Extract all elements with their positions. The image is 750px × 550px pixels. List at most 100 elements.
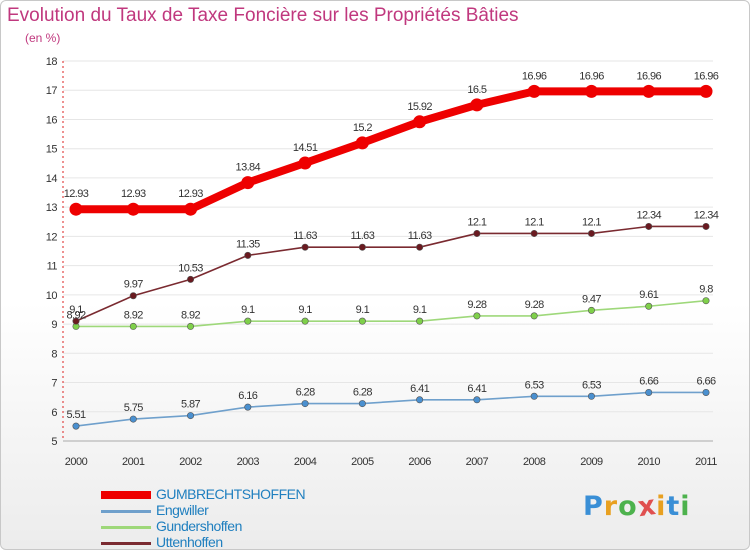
legend-swatch bbox=[101, 491, 151, 499]
data-point bbox=[69, 202, 83, 216]
data-label: 14.51 bbox=[293, 142, 318, 154]
data-label: 6.16 bbox=[238, 390, 257, 402]
data-point bbox=[645, 388, 653, 396]
y-tick-label: 7 bbox=[51, 378, 57, 390]
y-tick-label: 8 bbox=[51, 348, 57, 360]
x-tick-label: 2005 bbox=[351, 456, 374, 468]
y-tick-label: 13 bbox=[46, 202, 58, 214]
logo-letter: r bbox=[603, 491, 619, 522]
data-point bbox=[72, 317, 80, 325]
y-tick-label: 14 bbox=[46, 173, 58, 185]
data-point bbox=[642, 84, 656, 98]
data-point bbox=[530, 312, 538, 320]
x-tick-label: 2011 bbox=[695, 456, 717, 468]
data-label: 9.28 bbox=[525, 299, 544, 311]
data-point bbox=[584, 84, 598, 98]
data-point bbox=[587, 392, 595, 400]
data-label: 16.96 bbox=[636, 70, 661, 82]
data-label: 16.5 bbox=[467, 84, 486, 96]
data-label: 9.8 bbox=[699, 284, 713, 296]
data-point bbox=[129, 322, 137, 330]
data-point bbox=[416, 317, 424, 325]
x-tick-label: 2007 bbox=[466, 456, 489, 468]
y-tick-label: 18 bbox=[46, 56, 58, 68]
data-label: 8.92 bbox=[66, 309, 85, 321]
data-label: 9.97 bbox=[124, 279, 143, 291]
legend-swatch bbox=[101, 510, 151, 513]
series-line bbox=[75, 391, 707, 427]
data-point bbox=[126, 202, 140, 216]
logo-letter: t bbox=[666, 491, 681, 522]
data-label: 16.96 bbox=[579, 70, 604, 82]
data-label: 6.28 bbox=[353, 387, 372, 399]
x-tick-label: 2003 bbox=[237, 456, 260, 468]
logo-letter: P bbox=[583, 491, 604, 522]
data-point bbox=[645, 222, 653, 230]
data-label: 12.34 bbox=[694, 209, 719, 221]
chart-subtitle: (en %) bbox=[25, 31, 61, 45]
data-label: 6.66 bbox=[696, 375, 715, 387]
y-tick-label: 6 bbox=[51, 407, 57, 419]
data-label: 9.47 bbox=[582, 293, 601, 305]
data-label: 12.93 bbox=[178, 188, 203, 200]
y-tick-label: 12 bbox=[46, 231, 58, 243]
data-point bbox=[241, 176, 255, 190]
data-label: 9.1 bbox=[356, 304, 370, 316]
series-line bbox=[75, 225, 707, 322]
data-label: 5.87 bbox=[181, 399, 200, 411]
data-point bbox=[473, 229, 481, 237]
data-point bbox=[699, 84, 713, 98]
data-label: 9.1 bbox=[69, 304, 83, 316]
y-tick-label: 5 bbox=[51, 436, 57, 448]
data-point bbox=[702, 297, 710, 305]
data-label: 12.1 bbox=[525, 216, 544, 228]
data-label: 16.96 bbox=[694, 70, 719, 82]
logo-letter: i bbox=[680, 491, 691, 522]
data-label: 5.75 bbox=[124, 402, 143, 414]
data-label: 6.28 bbox=[296, 387, 315, 399]
chart-title: Evolution du Taux de Taxe Foncière sur l… bbox=[7, 5, 519, 26]
data-label: 12.34 bbox=[636, 209, 661, 221]
legend-label: GUMBRECHTSHOFFEN bbox=[156, 486, 306, 502]
data-label: 12.93 bbox=[121, 188, 146, 200]
data-point bbox=[187, 412, 195, 420]
data-point bbox=[702, 222, 710, 230]
data-point bbox=[358, 400, 366, 408]
legend-label: Gundershoffen bbox=[156, 518, 242, 534]
data-point bbox=[244, 251, 252, 259]
data-label: 8.92 bbox=[181, 309, 200, 321]
data-point bbox=[187, 322, 195, 330]
data-point bbox=[244, 317, 252, 325]
data-point bbox=[473, 312, 481, 320]
x-tick-label: 2000 bbox=[65, 456, 88, 468]
legend-swatch bbox=[101, 542, 151, 545]
data-label: 11.63 bbox=[408, 230, 432, 242]
data-label: 9.1 bbox=[298, 304, 312, 316]
data-label: 9.61 bbox=[639, 289, 658, 301]
data-label: 11.35 bbox=[236, 238, 260, 250]
data-point bbox=[416, 396, 424, 404]
data-label: 10.53 bbox=[178, 262, 203, 274]
data-label: 9.28 bbox=[467, 299, 486, 311]
data-label: 5.51 bbox=[66, 409, 85, 421]
data-point bbox=[129, 415, 137, 423]
data-point bbox=[587, 229, 595, 237]
logo-letter: o bbox=[618, 491, 638, 522]
data-point bbox=[187, 275, 195, 283]
y-tick-label: 11 bbox=[47, 261, 58, 273]
data-label: 6.53 bbox=[525, 379, 544, 391]
legend-swatch bbox=[101, 526, 151, 529]
x-tick-label: 2001 bbox=[122, 456, 145, 468]
data-point bbox=[355, 136, 369, 150]
series-line bbox=[75, 299, 707, 328]
data-label: 8.92 bbox=[124, 309, 143, 321]
data-point bbox=[416, 243, 424, 251]
data-label: 6.41 bbox=[410, 383, 429, 395]
legend-label: Engwiller bbox=[156, 502, 209, 518]
x-tick-label: 2010 bbox=[637, 456, 660, 468]
data-point bbox=[301, 243, 309, 251]
data-point bbox=[301, 400, 309, 408]
data-point bbox=[358, 243, 366, 251]
data-label: 6.66 bbox=[639, 375, 658, 387]
